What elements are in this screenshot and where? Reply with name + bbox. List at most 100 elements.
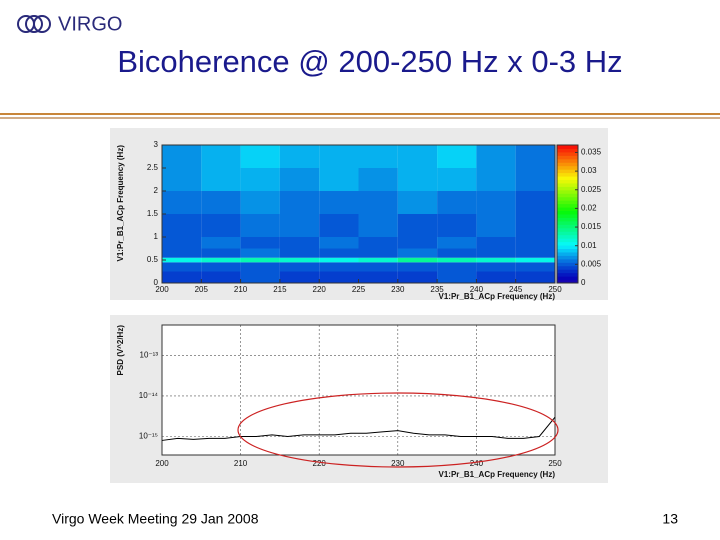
x-axis-title: V1:Pr_B1_ACp Frequency (Hz) (439, 470, 556, 479)
colorbar-step (557, 182, 578, 187)
heatmap-cell (279, 262, 320, 272)
colorbar-step (557, 255, 578, 260)
heatmap-cell (397, 214, 438, 237)
heatmap-cell (240, 262, 280, 272)
heatmap-cell (476, 257, 516, 263)
heatmap-cell (476, 271, 516, 283)
heatmap-cell (162, 262, 202, 272)
heatmap-cell (279, 145, 320, 168)
colorbar-tick-label: 0.035 (581, 148, 602, 157)
heatmap-cell (279, 191, 320, 214)
colorbar-border (556, 144, 579, 284)
colorbar-tick-label: 0 (581, 278, 586, 287)
colorbar-step (557, 200, 578, 205)
heatmap-cell (437, 168, 477, 191)
colorbar-step (557, 245, 578, 249)
heatmap-cell (515, 191, 555, 214)
heatmap-cell (476, 168, 516, 191)
x-tick-label: 235 (430, 285, 444, 294)
heatmap-cell (437, 237, 477, 249)
heatmap-cell (397, 145, 438, 168)
colorbar-step (557, 217, 578, 222)
heatmap-cell (240, 248, 280, 258)
heatmap-cell (319, 145, 359, 168)
logo-text: VIRGO (58, 13, 122, 35)
y-axis-title: V1:Pr_B1_ACp Frequency (Hz) (116, 145, 125, 262)
heatmap-cell (279, 168, 320, 191)
page-number: 13 (662, 511, 678, 527)
x-tick-label: 220 (313, 285, 327, 294)
heatmap-cell (437, 248, 477, 258)
heatmap-cell (397, 237, 438, 249)
colorbar-step (557, 258, 578, 263)
colorbar-step (557, 189, 578, 194)
heatmap-cell (162, 168, 202, 191)
colorbar-step (557, 262, 578, 267)
heatmap-cell (476, 262, 516, 272)
colorbar-tick-label: 0.03 (581, 166, 597, 175)
heatmap-cell (358, 248, 398, 258)
heatmap-cell (201, 257, 241, 263)
heatmap-cell (240, 214, 280, 237)
heatmap-cell (162, 191, 202, 214)
heatmap-cell (240, 271, 280, 283)
colorbar-step (557, 155, 578, 160)
y-tick-label: 2.5 (147, 163, 159, 172)
colorbar-step (557, 207, 578, 212)
colorbar-step (557, 151, 578, 156)
heatmap-cell (162, 237, 202, 249)
heatmap-cell (437, 214, 477, 237)
footer-text: Virgo Week Meeting 29 Jan 2008 (52, 511, 259, 527)
heatmap-cell (358, 214, 398, 237)
heatmap-cell (515, 168, 555, 191)
y-tick-label: 0 (154, 278, 159, 287)
heatmap-cell (162, 248, 202, 258)
heatmap-cell (162, 271, 202, 283)
logo: VIRGO (17, 13, 122, 35)
colorbar-step (557, 148, 578, 153)
heatmap-cell (358, 262, 398, 272)
colorbar-step (557, 162, 578, 167)
heatmap-cell (201, 248, 241, 258)
heatmap-cell (437, 262, 477, 272)
heatmap-cell (358, 271, 398, 283)
y-tick-label: 10⁻¹⁵ (139, 432, 158, 441)
heatmap-cell (240, 237, 280, 249)
heatmap-cell (201, 271, 241, 283)
x-tick-label: 205 (195, 285, 209, 294)
heatmap-cell (319, 262, 359, 272)
x-tick-label: 250 (548, 285, 562, 294)
heatmap-cell (515, 145, 555, 168)
heatmap-cell (397, 262, 438, 272)
heatmap-cell (279, 248, 320, 258)
y-tick-label: 1 (154, 232, 159, 241)
colorbar-step (557, 276, 578, 281)
colorbar-step (557, 196, 578, 201)
heatmap-cell (240, 191, 280, 214)
heatmap-cell (279, 237, 320, 249)
heatmap-cell (515, 248, 555, 258)
colorbar-step (557, 279, 578, 284)
x-tick-label: 250 (548, 459, 562, 468)
heatmap-cell (162, 145, 202, 168)
colorbar-step (557, 241, 578, 246)
colorbar-step (557, 251, 578, 256)
colorbar-step (557, 179, 578, 184)
heatmap-cell (162, 257, 202, 263)
slide-title: Bicoherence @ 200-250 Hz x 0-3 Hz (117, 44, 622, 79)
heatmap-cell (240, 145, 280, 168)
colorbar-tick-label: 0.015 (581, 222, 602, 231)
heatmap-cell (319, 214, 359, 237)
x-tick-label: 240 (470, 459, 484, 468)
heatmap-cell (319, 257, 359, 263)
highlight-ellipse (237, 392, 559, 468)
heatmap-cell (397, 248, 438, 258)
y-tick-label: 3 (154, 140, 159, 149)
colorbar-step (557, 210, 578, 215)
heatmap-cell (437, 257, 477, 263)
colorbar-step (557, 172, 578, 177)
y-tick-label: 10⁻¹³ (140, 350, 159, 359)
x-tick-label: 200 (155, 459, 169, 468)
